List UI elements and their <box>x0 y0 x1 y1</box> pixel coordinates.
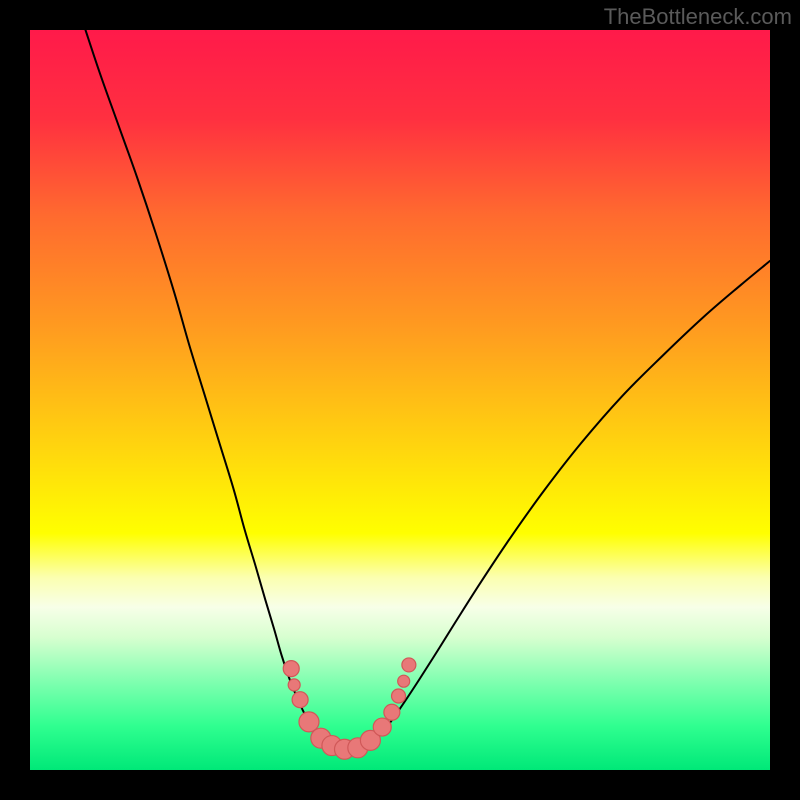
data-marker <box>373 718 391 736</box>
chart-svg <box>30 30 770 770</box>
data-marker <box>392 689 406 703</box>
gradient-background <box>30 30 770 770</box>
data-marker <box>288 679 300 691</box>
data-marker <box>402 658 416 672</box>
plot-area <box>30 30 770 770</box>
watermark-text: TheBottleneck.com <box>604 4 792 30</box>
data-marker <box>283 661 299 677</box>
data-marker <box>384 704 400 720</box>
data-marker <box>292 692 308 708</box>
data-marker <box>398 675 410 687</box>
